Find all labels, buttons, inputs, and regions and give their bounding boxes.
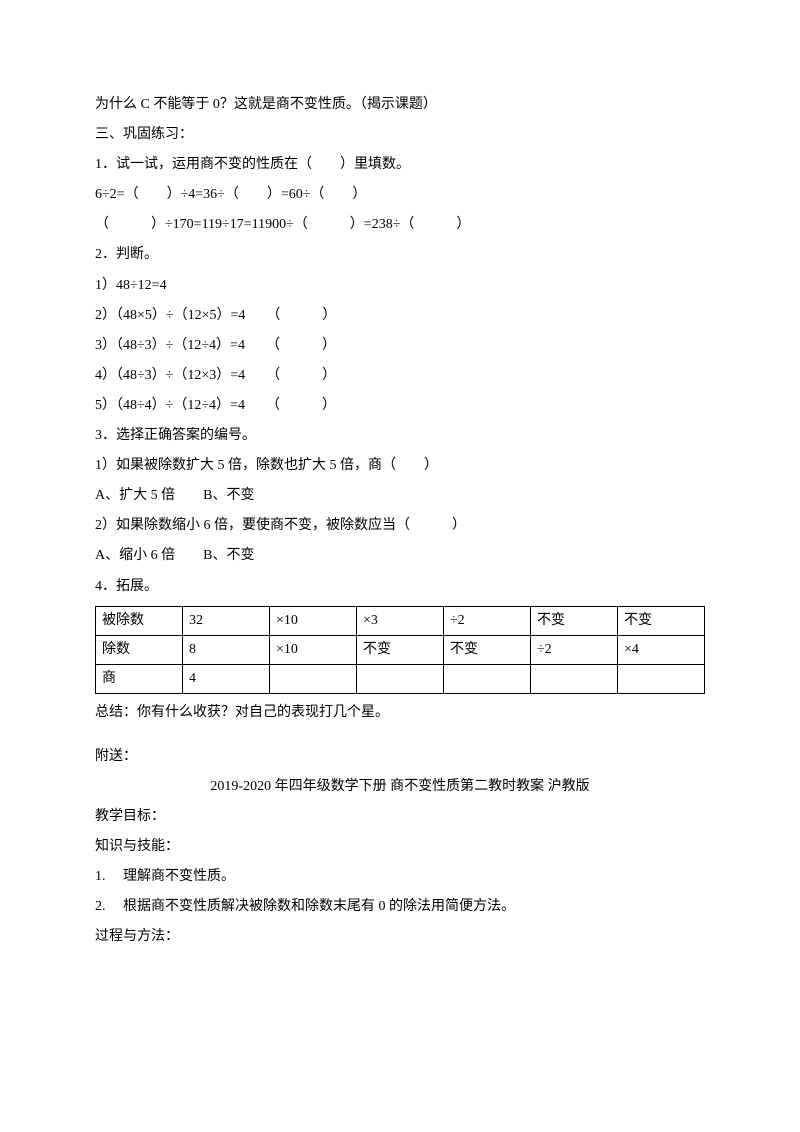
table-cell: ÷2 xyxy=(531,635,618,664)
text-line: 4）（48÷3）÷（12×3）=4 （ ） xyxy=(95,361,705,391)
text-line: 知识与技能： xyxy=(95,832,705,862)
text-line: 1．试一试，运用商不变的性质在（ ）里填数。 xyxy=(95,150,705,180)
text-line: A、缩小 6 倍 B、不变 xyxy=(95,541,705,571)
table-cell: 32 xyxy=(183,606,270,635)
table-cell: 不变 xyxy=(531,606,618,635)
table-row: 商 4 xyxy=(96,664,705,693)
table-cell: 8 xyxy=(183,635,270,664)
table-cell xyxy=(531,664,618,693)
table-cell xyxy=(618,664,705,693)
table-cell: ×4 xyxy=(618,635,705,664)
table-cell: 不变 xyxy=(618,606,705,635)
text-line: 为什么 C 不能等于 0？这就是商不变性质。（揭示课题） xyxy=(95,90,705,120)
table-cell: 被除数 xyxy=(96,606,183,635)
table-cell: ÷2 xyxy=(444,606,531,635)
text-line: 3．选择正确答案的编号。 xyxy=(95,421,705,451)
extension-table: 被除数 32 ×10 ×3 ÷2 不变 不变 除数 8 ×10 不变 不变 ÷2… xyxy=(95,606,705,694)
text-line: 2．判断。 xyxy=(95,240,705,270)
table-cell: 不变 xyxy=(357,635,444,664)
text-line: 过程与方法： xyxy=(95,922,705,952)
list-item: 1. 理解商不变性质。 xyxy=(95,862,705,892)
text-line: 附送： xyxy=(95,742,705,772)
table-cell: ×3 xyxy=(357,606,444,635)
table-cell xyxy=(357,664,444,693)
text-line: 总结：你有什么收获？对自己的表现打几个星。 xyxy=(95,698,705,728)
table-cell: 4 xyxy=(183,664,270,693)
document-title: 2019-2020 年四年级数学下册 商不变性质第二教时教案 沪教版 xyxy=(95,772,705,802)
table-cell xyxy=(444,664,531,693)
text-line: 教学目标： xyxy=(95,802,705,832)
list-item: 2. 根据商不变性质解决被除数和除数末尾有 0 的除法用简便方法。 xyxy=(95,892,705,922)
text-line: 4．拓展。 xyxy=(95,572,705,602)
table-cell: 商 xyxy=(96,664,183,693)
text-line: 2）（48×5）÷（12×5）=4 （ ） xyxy=(95,301,705,331)
table-cell xyxy=(270,664,357,693)
text-line: 3）（48÷3）÷（12÷4）=4 （ ） xyxy=(95,331,705,361)
table-row: 除数 8 ×10 不变 不变 ÷2 ×4 xyxy=(96,635,705,664)
table-cell: ×10 xyxy=(270,635,357,664)
text-line: 5）（48÷4）÷（12÷4）=4 （ ） xyxy=(95,391,705,421)
text-line: A、扩大 5 倍 B、不变 xyxy=(95,481,705,511)
text-line: 1）48÷12=4 xyxy=(95,271,705,301)
table-cell: 除数 xyxy=(96,635,183,664)
table-row: 被除数 32 ×10 ×3 ÷2 不变 不变 xyxy=(96,606,705,635)
text-line: 2）如果除数缩小 6 倍，要使商不变，被除数应当（ ） xyxy=(95,511,705,541)
text-line: 1）如果被除数扩大 5 倍，除数也扩大 5 倍，商（ ） xyxy=(95,451,705,481)
text-line: （ ）÷170=119÷17=11900÷（ ）=238÷（ ） xyxy=(95,210,705,240)
text-line: 6÷2=（ ）÷4=36÷（ ）=60÷（ ） xyxy=(95,180,705,210)
table-cell: 不变 xyxy=(444,635,531,664)
section-heading: 三、巩固练习： xyxy=(95,120,705,150)
table-cell: ×10 xyxy=(270,606,357,635)
